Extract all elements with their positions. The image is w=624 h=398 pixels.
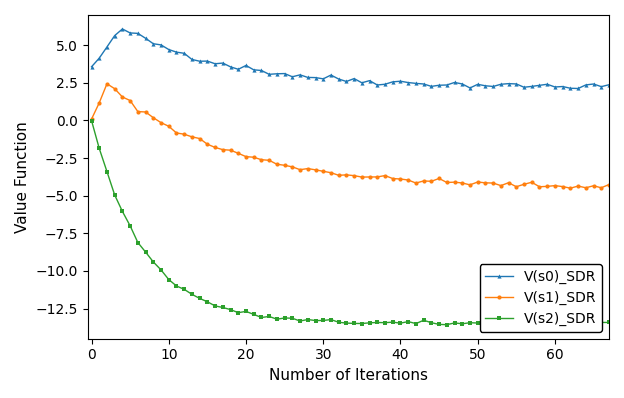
V(s1)_SDR: [505, 180, 512, 185]
V(s2)_SDR: [304, 317, 311, 322]
V(s2)_SDR: [389, 320, 396, 324]
Line: V(s1)_SDR: V(s1)_SDR: [89, 82, 611, 190]
V(s1)_SDR: [567, 186, 574, 191]
V(s0)_SDR: [88, 64, 95, 69]
X-axis label: Number of Iterations: Number of Iterations: [269, 368, 428, 383]
V(s2)_SDR: [88, 118, 95, 123]
V(s1)_SDR: [88, 117, 95, 121]
Line: V(s2)_SDR: V(s2)_SDR: [89, 119, 611, 328]
Line: V(s0)_SDR: V(s0)_SDR: [89, 27, 611, 91]
V(s2)_SDR: [559, 321, 567, 326]
V(s1)_SDR: [103, 81, 110, 86]
V(s2)_SDR: [381, 320, 389, 325]
V(s1)_SDR: [466, 182, 474, 187]
V(s2)_SDR: [203, 299, 211, 304]
V(s1)_SDR: [605, 182, 613, 187]
V(s1)_SDR: [574, 184, 582, 189]
V(s0)_SDR: [505, 81, 512, 86]
V(s0)_SDR: [574, 86, 582, 91]
V(s2)_SDR: [605, 320, 613, 325]
V(s0)_SDR: [567, 86, 574, 91]
V(s0)_SDR: [605, 82, 613, 87]
V(s0)_SDR: [551, 85, 558, 90]
V(s1)_SDR: [443, 180, 451, 185]
V(s1)_SDR: [551, 183, 558, 188]
V(s2)_SDR: [212, 304, 219, 308]
V(s2)_SDR: [497, 323, 505, 328]
V(s0)_SDR: [466, 86, 474, 90]
Legend: V(s0)_SDR, V(s1)_SDR, V(s2)_SDR: V(s0)_SDR, V(s1)_SDR, V(s2)_SDR: [480, 264, 602, 332]
Y-axis label: Value Function: Value Function: [15, 121, 30, 233]
V(s0)_SDR: [119, 27, 126, 31]
V(s0)_SDR: [443, 83, 451, 88]
V(s1)_SDR: [559, 184, 567, 189]
V(s0)_SDR: [559, 84, 567, 89]
